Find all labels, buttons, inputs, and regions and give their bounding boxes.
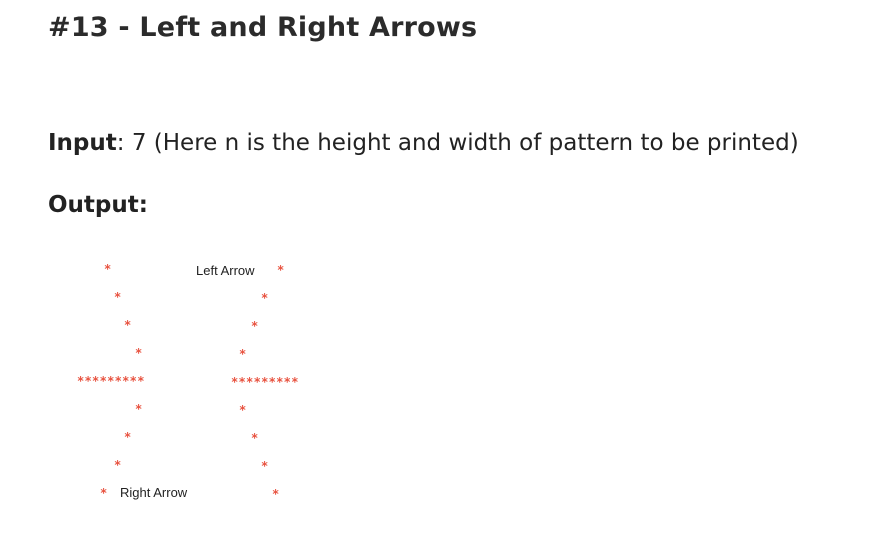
page-title: #13 - Left and Right Arrows (48, 12, 478, 43)
right-arrow-row-3: * (124, 318, 132, 332)
right-arrow-row-8: * (114, 458, 122, 472)
left-arrow-row-4: * (239, 347, 247, 361)
input-label: Input (48, 130, 117, 156)
right-arrow-row-6: * (135, 402, 143, 416)
right-arrow-row-4: * (135, 346, 143, 360)
right-arrow-caption: Right Arrow (120, 485, 188, 500)
left-arrow-row-3: * (251, 319, 259, 333)
left-arrow-row-5: ********* (231, 375, 299, 389)
input-value: 7 (Here n is the height and width of pat… (131, 130, 799, 156)
right-arrow-row-5: ********* (77, 374, 145, 388)
output-label: Output: (48, 192, 148, 218)
left-arrow-row-9: * (272, 487, 280, 501)
input-separator: : (116, 130, 132, 156)
right-arrow-row-7: * (124, 430, 132, 444)
left-arrow-row-8: * (261, 459, 269, 473)
right-arrow-row-9: * (100, 486, 108, 500)
left-arrow-row-7: * (251, 431, 259, 445)
left-arrow-row-1: * (277, 263, 285, 277)
left-arrow-row-2: * (261, 291, 269, 305)
left-arrow-caption: Left Arrow (196, 263, 255, 278)
input-description: Input: 7 (Here n is the height and width… (48, 130, 799, 156)
left-arrow-row-6: * (239, 403, 247, 417)
right-arrow-row-2: * (114, 290, 122, 304)
right-arrow-row-1: * (104, 262, 112, 276)
